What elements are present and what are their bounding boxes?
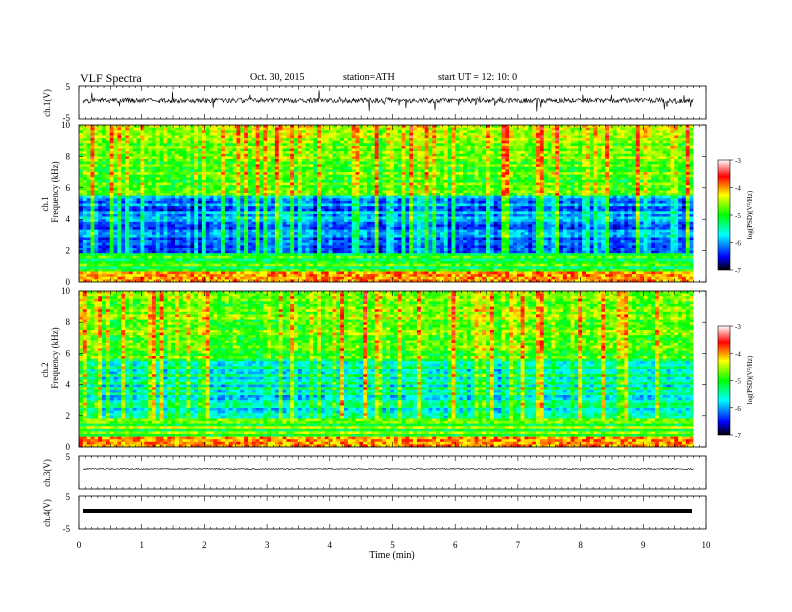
ch2-spectrogram bbox=[79, 291, 706, 448]
ch3-wave-frame bbox=[78, 455, 707, 490]
x-axis-label: Time (min) bbox=[369, 550, 414, 561]
freq-tick-label: 4 bbox=[66, 380, 71, 390]
colorbar-tick-label: -4 bbox=[735, 185, 741, 193]
x-tick-label: 2 bbox=[202, 540, 207, 550]
colorbar-tick-label: -6 bbox=[735, 240, 741, 248]
ch1-colorbar-label: log(PSD)(V²/Hz) bbox=[746, 190, 754, 239]
x-tick-label: 6 bbox=[453, 540, 458, 550]
colorbar-tick-label: -5 bbox=[735, 212, 741, 220]
x-tick-label: 7 bbox=[516, 540, 521, 550]
ch1-spectrogram bbox=[79, 125, 706, 283]
ch2-spec-ylabel: Frequency (kHz) bbox=[50, 327, 60, 388]
freq-tick-label: 2 bbox=[66, 411, 71, 421]
ch1-wave-tick-top: 5 bbox=[66, 82, 71, 92]
start-time-label: start UT = 12: 10: 0 bbox=[438, 72, 517, 83]
ch4-wave-tick-top: 5 bbox=[66, 492, 71, 502]
x-tick-label: 10 bbox=[702, 540, 712, 550]
ch1-wave-frame bbox=[78, 85, 707, 120]
colorbar-tick-label: -7 bbox=[735, 432, 741, 440]
freq-tick-label: 2 bbox=[66, 246, 71, 256]
ch2-colorbar: -3 -4 -5 -6 -7 log(PSD)(V²/Hz) bbox=[717, 323, 754, 440]
colorbar-tick-label: -3 bbox=[735, 323, 741, 331]
freq-tick-label: 8 bbox=[66, 317, 71, 327]
ch1-wave-ylabel: ch.1(V) bbox=[42, 89, 52, 117]
ch4-wave-ylabel: ch.4(V) bbox=[42, 499, 52, 527]
date-label: Oct. 30, 2015 bbox=[250, 72, 304, 83]
x-tick-label: 8 bbox=[578, 540, 583, 550]
ch1-spec-ylabel: Frequency (kHz) bbox=[50, 161, 60, 222]
chart-title: VLF Spectra bbox=[80, 71, 142, 86]
colorbar-tick-label: -7 bbox=[735, 267, 741, 275]
freq-tick-label: 6 bbox=[66, 183, 71, 193]
freq-tick-label: 10 bbox=[61, 286, 71, 296]
freq-tick-label: 4 bbox=[66, 214, 71, 224]
ch2-colorbar-label: log(PSD)(V²/Hz) bbox=[746, 355, 754, 404]
ch1-spec-ylabel-top: ch.1 bbox=[40, 196, 50, 211]
ch2-spec-ylabel-top: ch.2 bbox=[40, 362, 50, 377]
ch3-waveform bbox=[82, 467, 694, 471]
colorbar-tick-label: -6 bbox=[735, 405, 741, 413]
freq-tick-label: 0 bbox=[66, 277, 71, 287]
x-tick-label: 0 bbox=[77, 540, 82, 550]
x-tick-label: 4 bbox=[328, 540, 333, 550]
ch1-waveform bbox=[82, 90, 694, 112]
colorbar-tick-label: -4 bbox=[735, 350, 741, 358]
colorbar-tick-label: -3 bbox=[735, 157, 741, 165]
station-label: station=ATH bbox=[343, 72, 395, 83]
freq-tick-label: 10 bbox=[61, 120, 71, 130]
x-tick-label: 1 bbox=[139, 540, 144, 550]
freq-tick-label: 6 bbox=[66, 348, 71, 358]
freq-tick-label: 8 bbox=[66, 151, 71, 161]
ch4-wave-tick-bottom: -5 bbox=[63, 524, 71, 534]
ch3-wave-tick-top: 5 bbox=[66, 452, 71, 462]
ch3-wave-ylabel: ch.3(V) bbox=[42, 459, 52, 487]
ch1-colorbar: -3 -4 -5 -6 -7 log(PSD)(V²/Hz) bbox=[717, 157, 754, 275]
colorbar-tick-label: -5 bbox=[735, 378, 741, 386]
x-tick-label: 9 bbox=[641, 540, 646, 550]
x-tick-label: 5 bbox=[390, 540, 395, 550]
freq-tick-label: 0 bbox=[66, 442, 71, 452]
ch1-wave-tick-bottom: -5 bbox=[63, 113, 71, 123]
x-tick-label: 3 bbox=[265, 540, 270, 550]
